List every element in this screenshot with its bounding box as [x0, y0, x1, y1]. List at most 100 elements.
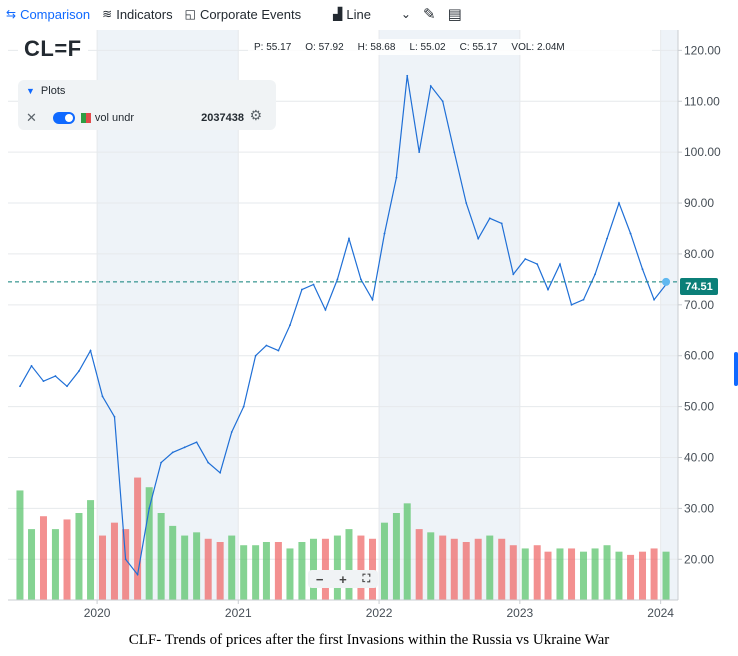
price-point: [547, 288, 549, 291]
future-band: [660, 30, 678, 600]
chart-type-label: Line: [346, 6, 371, 22]
volume-bar: [39, 516, 47, 600]
line-chart-icon: ▟: [333, 7, 343, 21]
price-point: [606, 237, 608, 240]
corporate-events-button[interactable]: ◱ Corporate Events: [179, 0, 308, 28]
price-point: [348, 237, 350, 240]
corporate-events-label: Corporate Events: [199, 6, 302, 22]
price-point: [277, 349, 280, 352]
scroll-handle[interactable]: [734, 352, 738, 386]
volume-bar: [591, 548, 599, 600]
draw-button[interactable]: ✎: [417, 0, 442, 28]
volume-bar: [450, 538, 458, 600]
price-point: [78, 370, 80, 372]
price-point: [418, 151, 421, 154]
plot-color-swatch: [80, 113, 91, 123]
volume-bar: [145, 487, 153, 600]
volume-bar: [240, 545, 248, 600]
price-point: [641, 268, 644, 271]
price-point: [66, 385, 68, 388]
zoom-out-button[interactable]: −: [315, 571, 324, 587]
price-point: [395, 176, 398, 179]
indicators-button[interactable]: ≋ Indicators: [96, 0, 178, 28]
plots-header-label: Plots: [40, 85, 66, 97]
volume-bar: [639, 551, 647, 600]
volume-bar: [439, 535, 447, 600]
volume-bar: [357, 535, 365, 600]
plots-header[interactable]: ▼ Plots: [26, 85, 65, 97]
chevron-down-icon: ⌄: [400, 7, 411, 21]
zoom-in-button[interactable]: +: [339, 571, 347, 587]
price-point: [30, 364, 33, 367]
y-tick-label: 90.00: [684, 196, 714, 210]
price-point: [54, 375, 57, 377]
year-band-2022: [379, 30, 520, 600]
plot-visibility-toggle[interactable]: [52, 112, 75, 124]
price-point: [254, 354, 257, 357]
volume-bar: [603, 545, 611, 600]
volume-bar: [650, 548, 658, 600]
price-point: [488, 217, 491, 220]
y-tick-label: 120.00: [684, 43, 721, 57]
y-tick-label: 70.00: [684, 298, 714, 312]
volume-bar: [134, 477, 142, 600]
volume-bar: [204, 538, 212, 600]
triangle-down-icon: ▼: [26, 86, 35, 96]
price-point: [594, 273, 596, 276]
price-point: [360, 278, 362, 281]
price-point: [289, 324, 291, 327]
y-tick-label: 20.00: [684, 552, 714, 566]
price-point: [465, 202, 468, 204]
last-price-marker: [662, 277, 671, 286]
volume-bar: [228, 535, 236, 600]
volume-bar: [216, 542, 224, 600]
volume-bar: [486, 535, 494, 600]
volume-bar: [262, 542, 270, 600]
price-point: [629, 232, 632, 235]
comparison-button[interactable]: ⇆ Comparison: [0, 0, 96, 28]
indicators-label: Indicators: [116, 6, 173, 22]
price-line: [19, 75, 667, 577]
chart-type-select[interactable]: ▟ Line ⌄: [327, 0, 417, 28]
price-point: [148, 507, 151, 510]
ohlc-low: L: 55.02: [409, 41, 446, 53]
volume-bar: [427, 532, 435, 600]
price-point: [19, 385, 21, 388]
volume-bar: [521, 548, 529, 600]
price-point: [42, 380, 45, 383]
volume-bar: [51, 529, 59, 600]
volume-bar: [533, 545, 541, 600]
plot-name: vol undr: [94, 112, 135, 124]
volume-bar: [298, 542, 306, 600]
price-point: [500, 222, 503, 225]
table-button[interactable]: ▤: [442, 0, 468, 28]
fit-screen-button[interactable]: ⛶: [362, 572, 371, 585]
volume-bar: [110, 522, 118, 600]
volume-bar: [193, 532, 201, 600]
y-tick-label: 80.00: [684, 247, 714, 261]
volume-bar: [87, 500, 95, 600]
volume-bar: [99, 535, 107, 600]
volume-bar: [169, 525, 177, 600]
ohlc-readout: P: 55.17 O: 57.92 H: 58.68 L: 55.02 C: 5…: [248, 39, 652, 55]
price-point: [113, 415, 116, 418]
plot-value: 2037438: [201, 112, 244, 124]
plots-panel: ▼ Plots ✕ vol undr 2037438 ⚙: [18, 80, 276, 130]
y-tick-label: 110.00: [684, 94, 720, 108]
price-point: [136, 573, 139, 576]
ohlc-open: O: 57.92: [305, 41, 344, 53]
close-icon[interactable]: ✕: [26, 110, 37, 125]
price-point: [89, 349, 92, 352]
price-point: [477, 237, 480, 240]
indicators-icon: ≋: [102, 7, 113, 21]
volume-bar: [75, 513, 83, 600]
y-tick-label: 30.00: [684, 501, 714, 515]
volume-bar: [309, 538, 317, 600]
y-tick-label: 100.00: [684, 145, 721, 159]
last-price-label: 74.51: [680, 278, 718, 295]
y-tick-label: 40.00: [684, 451, 714, 465]
gear-icon[interactable]: ⚙: [249, 107, 262, 123]
volume-bar: [415, 529, 423, 600]
price-point: [618, 202, 620, 204]
price-point: [171, 451, 174, 454]
